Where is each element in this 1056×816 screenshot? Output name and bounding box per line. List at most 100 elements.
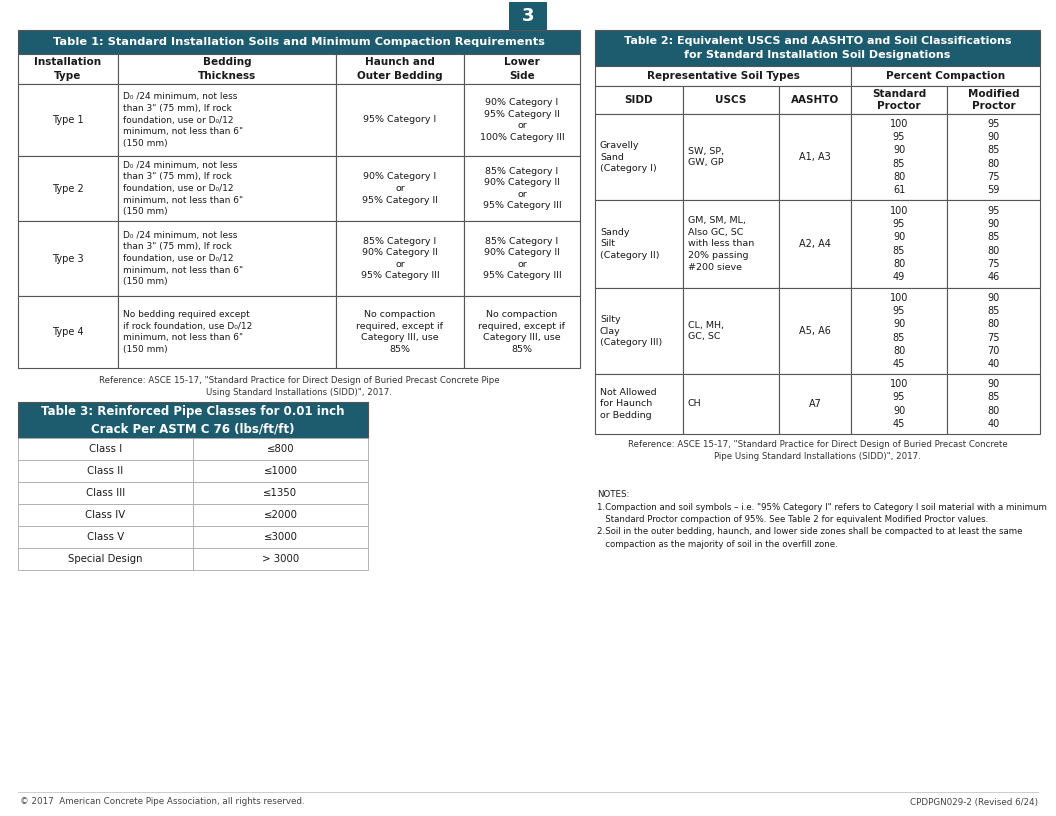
Text: No bedding required except
if rock foundation, use D₀/12
minimum, not less than : No bedding required except if rock found… — [122, 310, 252, 354]
Text: Class IV: Class IV — [86, 510, 126, 520]
Text: ≤1350: ≤1350 — [263, 488, 298, 498]
Text: Table 2: Equivalent USCS and AASHTO and Soil Classifications
for Standard Instal: Table 2: Equivalent USCS and AASHTO and … — [624, 37, 1012, 60]
Text: SW, SP,
GW, GP: SW, SP, GW, GP — [689, 147, 724, 167]
Text: 90% Category I
or
95% Category II: 90% Category I or 95% Category II — [362, 172, 438, 205]
Bar — [336, 156, 464, 221]
Text: Lower
Side: Lower Side — [504, 57, 540, 81]
Bar — [193, 482, 367, 504]
Text: D₀ /24 minimum, not less
than 3" (75 mm), If rock
foundation, use or D₀/12
minim: D₀ /24 minimum, not less than 3" (75 mm)… — [122, 92, 243, 148]
Text: 90
85
80
75
70
40: 90 85 80 75 70 40 — [987, 294, 1000, 369]
Text: Gravelly
Sand
(Category I): Gravelly Sand (Category I) — [600, 141, 657, 173]
Bar — [118, 54, 336, 84]
Bar — [193, 548, 367, 570]
Bar — [851, 114, 947, 200]
Text: Reference: ASCE 15-17, "Standard Practice for Direct Design of Buried Precast Co: Reference: ASCE 15-17, "Standard Practic… — [98, 376, 499, 397]
Bar — [193, 526, 367, 548]
Bar — [18, 30, 580, 54]
Bar — [595, 66, 851, 86]
Bar — [779, 114, 851, 200]
Bar — [336, 296, 464, 368]
Bar — [18, 84, 118, 156]
Text: GM, SM, ML,
Also GC, SC
with less than
20% passing
#200 sieve: GM, SM, ML, Also GC, SC with less than 2… — [689, 216, 754, 272]
Bar — [683, 374, 779, 434]
Text: ≤800: ≤800 — [267, 444, 295, 454]
Bar — [18, 156, 118, 221]
Bar — [683, 114, 779, 200]
Bar — [947, 200, 1040, 288]
Text: No compaction
required, except if
Category III, use
85%: No compaction required, except if Catego… — [357, 310, 444, 354]
Text: 100
95
90
85
80
45: 100 95 90 85 80 45 — [890, 294, 908, 369]
Bar — [595, 114, 683, 200]
Text: Percent Compaction: Percent Compaction — [886, 71, 1005, 81]
Text: © 2017  American Concrete Pipe Association, all rights reserved.: © 2017 American Concrete Pipe Associatio… — [20, 797, 304, 806]
Text: Table 1: Standard Installation Soils and Minimum Compaction Requirements: Table 1: Standard Installation Soils and… — [53, 37, 545, 47]
Text: ≤2000: ≤2000 — [264, 510, 298, 520]
Text: 95% Category I: 95% Category I — [363, 116, 436, 125]
Bar — [851, 200, 947, 288]
Bar — [193, 504, 367, 526]
Text: Special Design: Special Design — [69, 554, 143, 564]
Bar — [18, 504, 193, 526]
Bar — [464, 54, 580, 84]
Text: Sandy
Silt
(Category II): Sandy Silt (Category II) — [600, 228, 660, 260]
Text: Standard
Proctor: Standard Proctor — [872, 89, 926, 112]
Bar — [336, 84, 464, 156]
Bar — [947, 86, 1040, 114]
Bar — [193, 460, 367, 482]
Bar — [779, 374, 851, 434]
Text: Haunch and
Outer Bedding: Haunch and Outer Bedding — [357, 57, 442, 81]
Bar — [595, 30, 1040, 66]
Bar — [779, 288, 851, 374]
Text: ≤1000: ≤1000 — [264, 466, 298, 476]
Bar — [118, 221, 336, 296]
Bar — [595, 374, 683, 434]
Text: Representative Soil Types: Representative Soil Types — [646, 71, 799, 81]
Bar — [18, 548, 193, 570]
Bar — [779, 200, 851, 288]
Bar — [18, 438, 193, 460]
Text: 90% Category I
95% Category II
or
100% Category III: 90% Category I 95% Category II or 100% C… — [479, 98, 564, 142]
Text: Bedding
Thickness: Bedding Thickness — [197, 57, 257, 81]
Text: A1, A3: A1, A3 — [799, 152, 831, 162]
Text: Class III: Class III — [86, 488, 125, 498]
Text: Modified
Proctor: Modified Proctor — [967, 89, 1019, 112]
Text: NOTES:
1.Compaction and soil symbols – i.e. "95% Category I" refers to Category : NOTES: 1.Compaction and soil symbols – i… — [597, 490, 1046, 549]
Text: Table 3: Reinforced Pipe Classes for 0.01 inch
Crack Per ASTM C 76 (lbs/ft/ft): Table 3: Reinforced Pipe Classes for 0.0… — [41, 405, 344, 435]
Bar — [947, 288, 1040, 374]
Text: USCS: USCS — [715, 95, 747, 105]
Text: Silty
Clay
(Category III): Silty Clay (Category III) — [600, 315, 662, 347]
Bar — [193, 438, 367, 460]
Text: A2, A4: A2, A4 — [799, 239, 831, 249]
Text: > 3000: > 3000 — [262, 554, 299, 564]
Text: CH: CH — [689, 400, 701, 409]
Text: Type 2: Type 2 — [52, 184, 83, 193]
Text: Type 1: Type 1 — [52, 115, 83, 125]
Text: Type 3: Type 3 — [52, 254, 83, 264]
Text: 85% Category I
90% Category II
or
95% Category III: 85% Category I 90% Category II or 95% Ca… — [483, 237, 562, 281]
Text: D₀ /24 minimum, not less
than 3" (75 mm), If rock
foundation, use or D₀/12
minim: D₀ /24 minimum, not less than 3" (75 mm)… — [122, 161, 243, 216]
Text: No compaction
required, except if
Category III, use
85%: No compaction required, except if Catego… — [478, 310, 566, 354]
Bar — [118, 296, 336, 368]
Text: D₀ /24 minimum, not less
than 3" (75 mm), If rock
foundation, use or D₀/12
minim: D₀ /24 minimum, not less than 3" (75 mm)… — [122, 231, 243, 286]
Text: 95
90
85
80
75
59: 95 90 85 80 75 59 — [987, 119, 1000, 194]
Text: A5, A6: A5, A6 — [799, 326, 831, 336]
Text: CL, MH,
GC, SC: CL, MH, GC, SC — [689, 321, 724, 341]
Bar — [464, 84, 580, 156]
Bar — [509, 2, 547, 30]
Text: Class I: Class I — [89, 444, 122, 454]
Bar — [683, 86, 779, 114]
Text: 85% Category I
90% Category II
or
95% Category III: 85% Category I 90% Category II or 95% Ca… — [483, 166, 562, 211]
Bar — [18, 221, 118, 296]
Bar — [851, 288, 947, 374]
Bar — [18, 460, 193, 482]
Bar — [851, 66, 1040, 86]
Bar — [851, 86, 947, 114]
Text: 95
90
85
80
75
46: 95 90 85 80 75 46 — [987, 206, 1000, 282]
Bar — [595, 288, 683, 374]
Text: Class II: Class II — [88, 466, 124, 476]
Bar — [947, 374, 1040, 434]
Bar — [779, 86, 851, 114]
Bar — [464, 296, 580, 368]
Text: 100
95
90
45: 100 95 90 45 — [890, 379, 908, 428]
Bar — [464, 156, 580, 221]
